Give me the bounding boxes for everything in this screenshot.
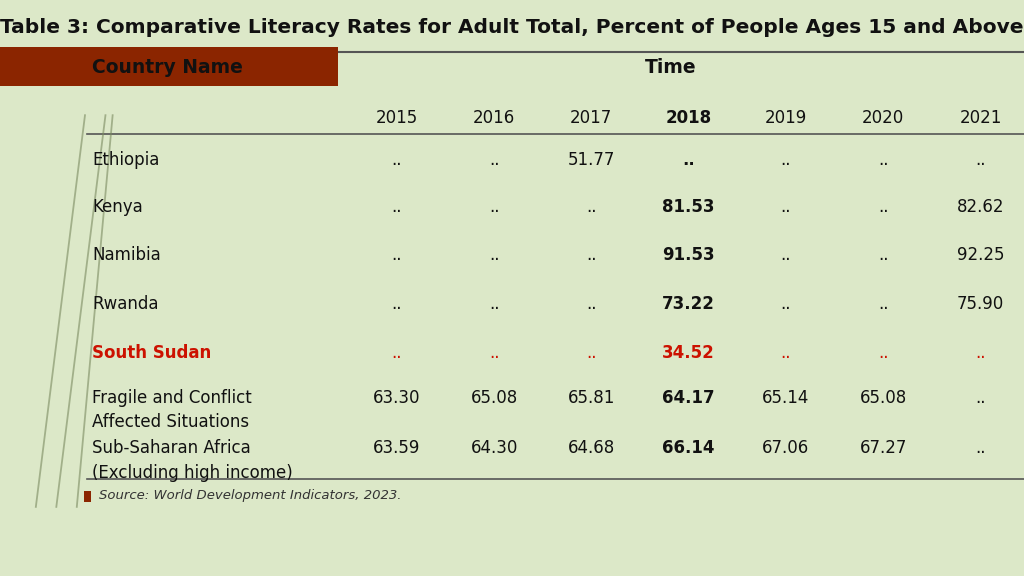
Text: 2017: 2017 [570, 109, 612, 127]
Text: Kenya: Kenya [92, 198, 143, 217]
Text: ..: .. [878, 295, 889, 313]
Text: ..: .. [586, 295, 597, 313]
Text: 2021: 2021 [959, 109, 1001, 127]
Text: 2018: 2018 [666, 109, 712, 127]
Text: ..: .. [391, 198, 402, 217]
Text: ..: .. [488, 247, 500, 264]
Text: 91.53: 91.53 [663, 247, 715, 264]
Text: 82.62: 82.62 [956, 198, 1005, 217]
Text: 65.14: 65.14 [762, 389, 810, 407]
Text: 2020: 2020 [862, 109, 904, 127]
Text: ..: .. [488, 198, 500, 217]
Text: 65.08: 65.08 [859, 389, 907, 407]
Text: Time: Time [645, 58, 696, 77]
Text: ..: .. [780, 344, 792, 362]
Text: 65.08: 65.08 [470, 389, 518, 407]
Text: 34.52: 34.52 [663, 344, 715, 362]
Text: ..: .. [586, 344, 597, 362]
Text: 2019: 2019 [765, 109, 807, 127]
Text: ..: .. [391, 247, 402, 264]
Text: ..: .. [488, 151, 500, 169]
Text: Country Name: Country Name [92, 58, 243, 77]
Text: 67.27: 67.27 [859, 439, 907, 457]
Text: 66.14: 66.14 [663, 439, 715, 457]
Text: Rwanda: Rwanda [92, 295, 159, 313]
Text: ..: .. [682, 151, 695, 169]
Text: ..: .. [780, 247, 792, 264]
Text: Table 3: Comparative Literacy Rates for Adult Total, Percent of People Ages 15 a: Table 3: Comparative Literacy Rates for … [0, 18, 1024, 37]
Text: ..: .. [391, 151, 402, 169]
Text: ..: .. [488, 344, 500, 362]
Text: 64.30: 64.30 [470, 439, 518, 457]
Text: Ethiopia: Ethiopia [92, 151, 160, 169]
Text: 75.90: 75.90 [956, 295, 1005, 313]
Text: Namibia: Namibia [92, 247, 161, 264]
Text: ..: .. [975, 389, 986, 407]
Text: ..: .. [586, 198, 597, 217]
Text: 65.81: 65.81 [567, 389, 615, 407]
Text: 64.17: 64.17 [663, 389, 715, 407]
Text: ..: .. [878, 247, 889, 264]
Text: ..: .. [488, 295, 500, 313]
Text: 2015: 2015 [376, 109, 418, 127]
Text: ..: .. [975, 151, 986, 169]
Text: ..: .. [586, 247, 597, 264]
Text: 63.30: 63.30 [373, 389, 421, 407]
Text: 2016: 2016 [473, 109, 515, 127]
Text: 81.53: 81.53 [663, 198, 715, 217]
Text: 92.25: 92.25 [956, 247, 1005, 264]
Text: 73.22: 73.22 [663, 295, 715, 313]
Text: (Excluding high income): (Excluding high income) [92, 464, 293, 482]
Text: ..: .. [780, 295, 792, 313]
Text: 64.68: 64.68 [567, 439, 615, 457]
Text: ..: .. [975, 344, 986, 362]
Text: ..: .. [391, 344, 402, 362]
Text: Affected Situations: Affected Situations [92, 414, 249, 431]
Text: Source: World Development Indicators, 2023.: Source: World Development Indicators, 20… [99, 490, 401, 502]
Text: Fragile and Conflict: Fragile and Conflict [92, 389, 252, 407]
Text: 63.59: 63.59 [373, 439, 421, 457]
Text: Sub-Saharan Africa: Sub-Saharan Africa [92, 439, 251, 457]
Text: South Sudan: South Sudan [92, 344, 211, 362]
Text: 67.06: 67.06 [762, 439, 810, 457]
Text: ..: .. [878, 198, 889, 217]
Text: ..: .. [780, 151, 792, 169]
Text: 51.77: 51.77 [567, 151, 615, 169]
Text: ..: .. [878, 344, 889, 362]
Text: ..: .. [878, 151, 889, 169]
Text: ..: .. [780, 198, 792, 217]
Text: ..: .. [391, 295, 402, 313]
Text: ..: .. [975, 439, 986, 457]
